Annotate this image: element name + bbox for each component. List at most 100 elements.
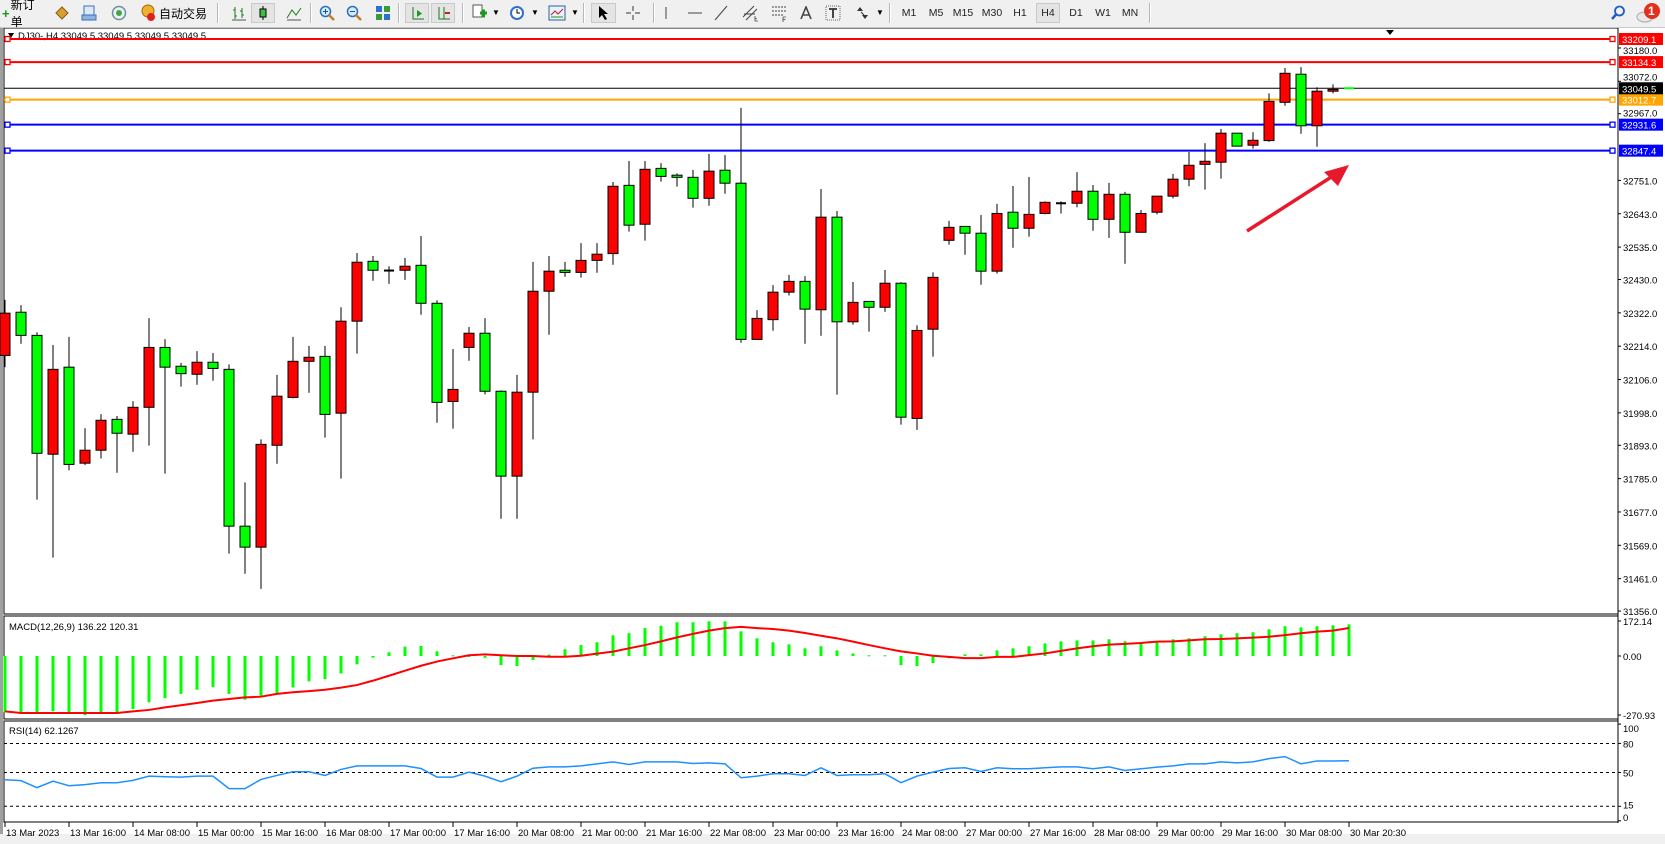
- macd-histogram-bar: [1347, 624, 1351, 656]
- zoom-out-icon[interactable]: [344, 3, 364, 23]
- line-anchor-right-handle[interactable]: [1609, 35, 1616, 43]
- candle-body: [719, 169, 731, 184]
- crosshair-icon[interactable]: [622, 3, 644, 23]
- terminal-icon[interactable]: [80, 3, 98, 23]
- auto-trading-button[interactable]: 自动交易: [137, 3, 209, 23]
- line-chart-icon[interactable]: [284, 3, 304, 23]
- macd-histogram-bar: [99, 656, 103, 713]
- fibonacci-icon[interactable]: [770, 3, 788, 23]
- candle: [143, 318, 155, 446]
- templates-dropdown-icon[interactable]: ▼: [571, 8, 579, 17]
- candle: [895, 282, 907, 425]
- candle: [927, 272, 939, 357]
- search-icon[interactable]: [1609, 3, 1627, 23]
- line-anchor-left-handle[interactable]: [4, 121, 11, 128]
- candle-body: [703, 170, 715, 199]
- macd-histogram-bar: [1123, 641, 1127, 656]
- timeframe-w1[interactable]: W1: [1095, 7, 1111, 19]
- periods-dropdown-icon[interactable]: ▼: [531, 8, 539, 17]
- trendline-icon[interactable]: [713, 3, 729, 23]
- timeframe-h4[interactable]: H4: [1036, 3, 1060, 23]
- line-anchor-left-handle[interactable]: [4, 58, 11, 66]
- timeframe-h1[interactable]: H1: [1013, 7, 1027, 19]
- candle: [127, 401, 139, 452]
- macd-histogram-bar: [643, 628, 647, 656]
- line-anchor-right-handle[interactable]: [1609, 121, 1616, 128]
- candle-body: [1183, 164, 1195, 180]
- candle-body: [47, 368, 59, 455]
- price-line-label-box: [1619, 118, 1663, 131]
- macd-histogram-bar: [1171, 639, 1175, 656]
- arrows-icon[interactable]: [853, 3, 871, 23]
- candle-body: [1311, 90, 1323, 127]
- macd-histogram-bar: [883, 655, 887, 657]
- text-icon[interactable]: [798, 3, 814, 23]
- tile-windows-icon[interactable]: [373, 3, 393, 23]
- indicators-dropdown-icon[interactable]: ▼: [492, 8, 500, 17]
- vertical-line-icon[interactable]: [659, 3, 673, 23]
- bar-chart-icon[interactable]: [229, 3, 249, 23]
- arrows-dropdown-icon[interactable]: ▼: [876, 8, 884, 17]
- price-tick-label: 32643.0: [1623, 210, 1657, 221]
- candle: [687, 169, 699, 208]
- candle-body: [623, 184, 635, 226]
- notification-button[interactable]: 1: [1634, 3, 1664, 23]
- autoscroll-icon[interactable]: [431, 3, 455, 23]
- candle: [863, 300, 875, 332]
- macd-histogram-bar: [563, 649, 567, 656]
- text-label-icon[interactable]: [824, 3, 842, 23]
- horizontal-line-icon[interactable]: [686, 3, 704, 23]
- new-order-button[interactable]: + 新订单: [2, 0, 46, 29]
- candle: [175, 362, 187, 387]
- macd-histogram-bar: [1331, 625, 1335, 656]
- candle: [639, 160, 651, 241]
- timeframe-m15[interactable]: M15: [952, 7, 974, 19]
- timeframe-m5[interactable]: M5: [928, 7, 944, 19]
- chart-title: DJ30-,H4 33049.5 33049.5 33049.5 33049.5: [18, 31, 206, 42]
- candle: [384, 266, 394, 284]
- line-anchor-left-handle[interactable]: [4, 147, 11, 154]
- chart-menu-triangle-icon[interactable]: [8, 33, 14, 38]
- expert-diamond-icon[interactable]: [53, 3, 71, 23]
- signals-icon[interactable]: [110, 3, 128, 23]
- timeframe-m30[interactable]: M30: [981, 7, 1003, 19]
- price-tick-label: 32214.0: [1623, 342, 1657, 353]
- timeframe-d1[interactable]: D1: [1069, 7, 1083, 19]
- macd-histogram-bar: [19, 656, 23, 713]
- macd-histogram-bar: [339, 656, 343, 674]
- line-anchor-right-handle[interactable]: [1609, 96, 1616, 103]
- chart-shift-marker-icon[interactable]: [1386, 30, 1394, 35]
- candle-body: [655, 167, 667, 177]
- candle-body: [319, 355, 331, 415]
- timeframe-mn[interactable]: MN: [1121, 7, 1139, 19]
- chart-shift-icon[interactable]: [405, 3, 429, 23]
- line-anchor-left-handle[interactable]: [4, 35, 11, 43]
- candle-body: [975, 232, 987, 272]
- time-tick-label: 21 Mar 00:00: [582, 828, 638, 839]
- templates-icon[interactable]: [546, 3, 568, 23]
- macd-histogram-bar: [787, 644, 791, 656]
- cursor-icon[interactable]: [591, 3, 616, 23]
- rsi-line: [4, 755, 1350, 790]
- candle: [1295, 67, 1307, 134]
- candlestick-icon[interactable]: [251, 3, 275, 23]
- line-anchor-right-handle[interactable]: [1609, 58, 1616, 66]
- time-tick-label: 23 Mar 16:00: [838, 828, 894, 839]
- line-anchor-right-handle[interactable]: [1609, 147, 1616, 154]
- candle-body: [879, 282, 891, 308]
- zoom-in-icon[interactable]: [317, 3, 337, 23]
- candle: [1023, 177, 1035, 237]
- macd-histogram-bar: [1155, 641, 1159, 656]
- candle-body: [1263, 100, 1275, 142]
- timeframe-m1[interactable]: M1: [901, 7, 917, 19]
- periods-clock-icon[interactable]: [507, 3, 527, 23]
- line-anchor-left-handle[interactable]: [4, 96, 11, 103]
- candle: [319, 345, 331, 438]
- time-tick-label: 27 Mar 00:00: [966, 828, 1022, 839]
- price-tick-label: 31677.0: [1623, 508, 1657, 519]
- candle: [847, 281, 859, 325]
- indicators-icon[interactable]: [469, 3, 489, 23]
- channel-icon[interactable]: [741, 3, 761, 23]
- macd-histogram-bar: [675, 622, 679, 656]
